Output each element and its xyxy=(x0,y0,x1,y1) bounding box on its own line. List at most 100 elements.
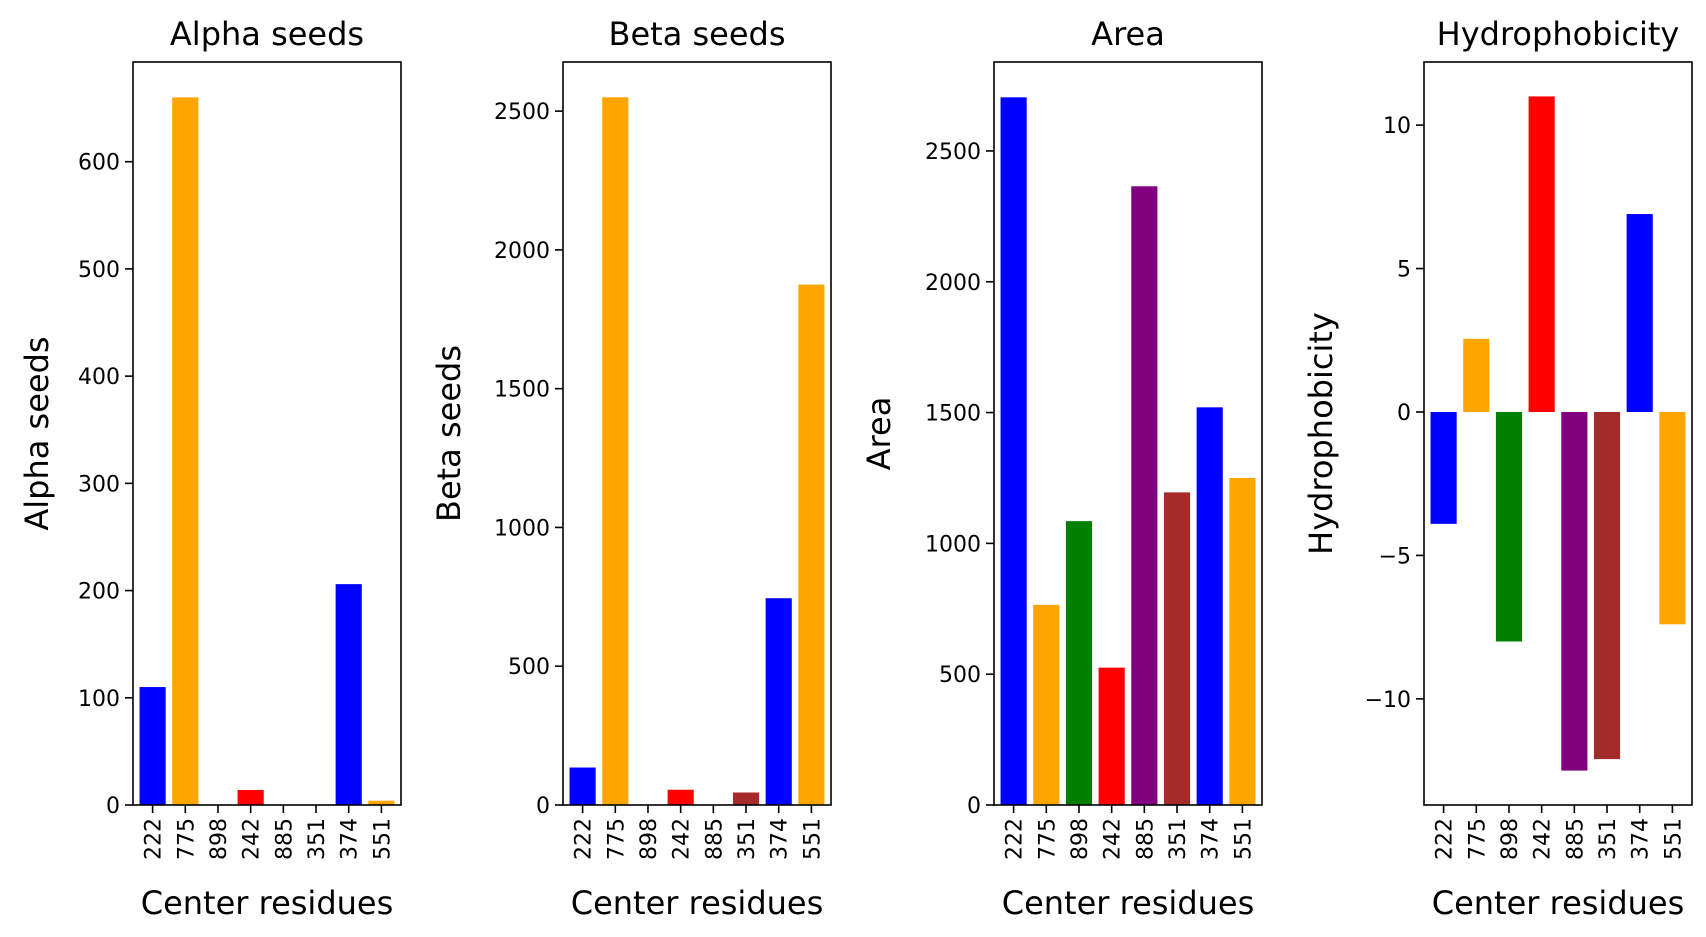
y-tick-label: −10 xyxy=(1365,688,1411,713)
bar-374 xyxy=(1626,214,1653,412)
x-tick-label: 374 xyxy=(1629,818,1654,860)
y-tick-label: 500 xyxy=(508,655,550,680)
x-tick-label: 222 xyxy=(1003,818,1028,860)
y-tick-label: 0 xyxy=(1397,401,1411,426)
x-tick-label: 222 xyxy=(142,818,167,860)
bar-775 xyxy=(1033,604,1060,805)
y-tick-label: 10 xyxy=(1383,114,1411,139)
y-tick-label: 1500 xyxy=(925,402,981,427)
x-tick-label: 351 xyxy=(1596,818,1621,860)
y-axis-label: Beta seeds xyxy=(430,345,468,522)
x-axis-label: Center residues xyxy=(571,884,824,922)
bar-351 xyxy=(1593,411,1621,760)
bar-775 xyxy=(172,97,199,805)
y-tick-label: 5 xyxy=(1397,258,1411,283)
y-tick-label: 1500 xyxy=(494,378,550,403)
x-tick-label: 374 xyxy=(1199,818,1224,860)
chart-title: Beta seeds xyxy=(609,15,786,53)
bar-775 xyxy=(1463,338,1490,412)
chart-title: Hydrophobicity xyxy=(1437,15,1680,53)
x-tick-label: 374 xyxy=(768,818,793,860)
x-tick-label: 885 xyxy=(1133,818,1158,860)
x-tick-label: 898 xyxy=(1068,818,1093,860)
bar-222 xyxy=(1000,97,1027,805)
x-tick-label: 775 xyxy=(1465,818,1490,860)
x-tick-label: 242 xyxy=(240,818,265,860)
x-tick-label: 898 xyxy=(1498,818,1523,860)
x-tick-label: 351 xyxy=(305,818,330,860)
bar-351 xyxy=(1163,492,1191,805)
y-tick-label: 500 xyxy=(939,663,981,688)
x-tick-label: 551 xyxy=(370,818,395,860)
bar-551 xyxy=(368,800,395,805)
x-axis-label: Center residues xyxy=(141,884,394,922)
y-tick-label: 500 xyxy=(78,258,120,283)
y-tick-label: 2000 xyxy=(494,239,550,264)
y-tick-label: 0 xyxy=(967,794,981,819)
y-tick-label: 100 xyxy=(78,687,120,712)
x-tick-label: 242 xyxy=(670,818,695,860)
bar-885 xyxy=(1131,186,1158,805)
y-tick-label: 600 xyxy=(78,151,120,176)
bar-775 xyxy=(602,97,629,805)
y-axis-label: Hydrophobicity xyxy=(1302,312,1340,555)
y-tick-label: 1000 xyxy=(494,516,550,541)
x-tick-label: 551 xyxy=(1231,818,1256,860)
y-tick-label: 300 xyxy=(78,472,120,497)
axes-frame xyxy=(1423,61,1693,806)
bar-374 xyxy=(765,598,792,805)
bar-222 xyxy=(1430,411,1457,524)
bar-242 xyxy=(237,789,264,805)
bar-242 xyxy=(1098,667,1125,805)
x-tick-label: 885 xyxy=(702,818,727,860)
x-tick-label: 222 xyxy=(1433,818,1458,860)
bar-374 xyxy=(1196,407,1223,805)
bar-898 xyxy=(1065,521,1093,805)
y-tick-label: 0 xyxy=(106,794,120,819)
x-tick-label: 775 xyxy=(174,818,199,860)
chart-title: Alpha seeds xyxy=(170,15,364,53)
bar-374 xyxy=(335,584,362,805)
x-axis-label: Center residues xyxy=(1002,884,1255,922)
x-tick-label: 898 xyxy=(207,818,232,860)
x-tick-label: 351 xyxy=(1166,818,1191,860)
subplot-2: 0 500 1000 1500 2000 2500 222 775 898 242 885 351 37… xyxy=(430,15,832,922)
x-tick-label: 222 xyxy=(572,818,597,860)
bar-551 xyxy=(1229,477,1256,805)
bar-885 xyxy=(1561,411,1588,771)
x-tick-label: 775 xyxy=(1035,818,1060,860)
y-tick-label: 2000 xyxy=(925,271,981,296)
x-tick-label: 551 xyxy=(1661,818,1686,860)
y-tick-label: 0 xyxy=(536,794,550,819)
bar-222 xyxy=(139,687,166,805)
bar-351 xyxy=(732,792,760,805)
y-tick-label: 400 xyxy=(78,365,120,390)
y-axis-label: Area xyxy=(860,397,898,471)
subplot-4: −10 −5 0 5 10 222 775 898 242 885 351 374 551 Hydroph… xyxy=(1302,15,1693,922)
chart-title: Area xyxy=(1091,15,1165,53)
y-tick-label: 1000 xyxy=(925,532,981,557)
bar-551 xyxy=(798,284,825,806)
y-tick-label: 2500 xyxy=(925,140,981,165)
x-tick-label: 242 xyxy=(1531,818,1556,860)
x-tick-label: 885 xyxy=(272,818,297,860)
y-tick-label: 2500 xyxy=(494,100,550,125)
x-tick-label: 551 xyxy=(800,818,825,860)
bar-242 xyxy=(1528,96,1555,412)
y-axis-label: Alpha seeds xyxy=(18,336,56,530)
y-tick-label: −5 xyxy=(1379,544,1411,569)
x-tick-label: 775 xyxy=(604,818,629,860)
bar-222 xyxy=(569,767,596,805)
x-tick-label: 885 xyxy=(1563,818,1588,860)
x-tick-label: 351 xyxy=(735,818,760,860)
bar-551 xyxy=(1659,411,1686,625)
x-tick-label: 242 xyxy=(1101,818,1126,860)
subplot-1: 0 100 200 300 400 500 600 222 775 898 242 885 351 374… xyxy=(18,15,402,922)
x-tick-label: 374 xyxy=(338,818,363,860)
axes-frame xyxy=(132,61,402,806)
x-axis-label: Center residues xyxy=(1432,884,1685,922)
subplot-3: 0 500 1000 1500 2000 2500 222 775 898 242 885 351 37… xyxy=(860,15,1263,922)
axes-frame xyxy=(993,61,1263,806)
bar-898 xyxy=(1495,411,1523,642)
